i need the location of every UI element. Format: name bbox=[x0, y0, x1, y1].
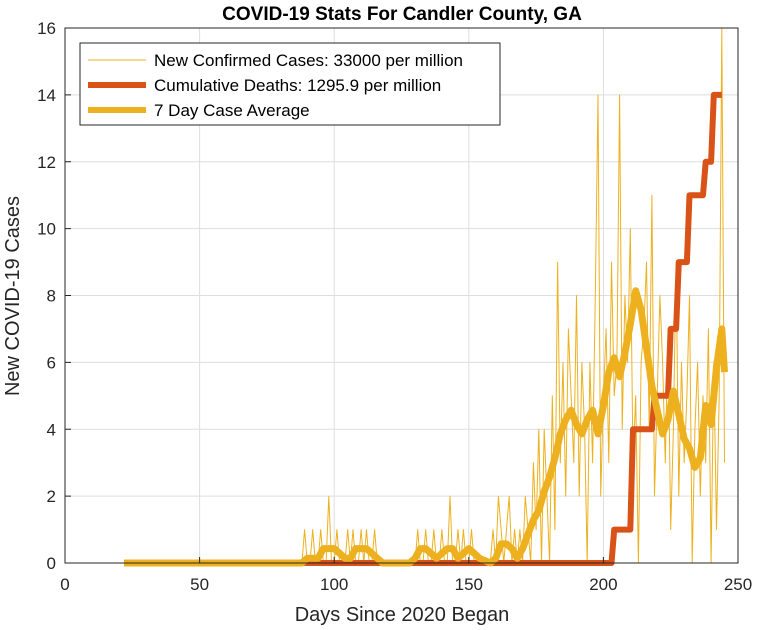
ticks: 0 50 100 150 200 250 0 2 4 6 8 10 12 14 16 bbox=[37, 19, 752, 594]
y-tick-label: 6 bbox=[47, 353, 56, 372]
series-line-cumulative-deaths bbox=[124, 91, 722, 566]
x-tick-label: 100 bbox=[320, 575, 348, 594]
y-tick-label: 4 bbox=[47, 420, 56, 439]
y-tick-label: 8 bbox=[47, 287, 56, 306]
x-tick-label: 0 bbox=[60, 575, 69, 594]
y-axis-label: New COVID-19 Cases bbox=[2, 196, 24, 396]
y-tick-label: 0 bbox=[47, 554, 56, 573]
legend-label-cumulative-deaths: Cumulative Deaths: 1295.9 per million bbox=[154, 76, 441, 95]
x-tick-label: 250 bbox=[724, 575, 752, 594]
x-tick-label: 200 bbox=[589, 575, 617, 594]
y-tick-label: 16 bbox=[37, 19, 56, 38]
legend: New Confirmed Cases: 33000 per million C… bbox=[79, 42, 501, 126]
series-layer bbox=[124, 27, 728, 567]
legend-box bbox=[79, 42, 501, 126]
y-tick-label: 10 bbox=[37, 220, 56, 239]
legend-label-new-cases: New Confirmed Cases: 33000 per million bbox=[154, 51, 463, 70]
legend-label-7-day-average: 7 Day Case Average bbox=[154, 101, 310, 120]
x-tick-label: 50 bbox=[190, 575, 209, 594]
chart-title: COVID-19 Stats For Candler County, GA bbox=[222, 4, 582, 25]
y-tick-label: 14 bbox=[37, 86, 56, 105]
y-tick-label: 2 bbox=[47, 487, 56, 506]
x-tick-label: 150 bbox=[455, 575, 483, 594]
x-axis-label: Days Since 2020 Began bbox=[295, 604, 510, 626]
y-tick-label: 12 bbox=[37, 153, 56, 172]
series-line-7-day-average bbox=[124, 287, 728, 567]
